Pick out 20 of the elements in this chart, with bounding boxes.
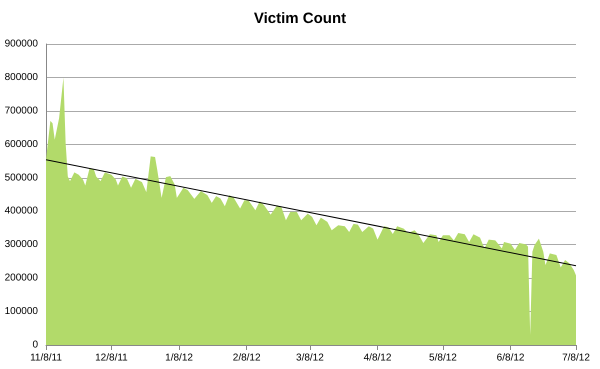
y-tick-label: 500000 bbox=[4, 172, 38, 184]
x-tick-label: 3/8/12 bbox=[296, 352, 324, 364]
chart-title: Victim Count bbox=[254, 10, 346, 27]
y-tick-label: 300000 bbox=[4, 239, 38, 250]
y-tick-label: 200000 bbox=[4, 272, 38, 284]
x-tick-label: 5/8/12 bbox=[429, 352, 458, 364]
x-tick-label: 12/8/11 bbox=[95, 352, 128, 364]
y-tick-label: 800000 bbox=[4, 72, 38, 83]
x-tick-label: 1/8/12 bbox=[165, 352, 194, 364]
y-tick-label: 100000 bbox=[4, 306, 38, 318]
x-tick-label: 4/8/12 bbox=[364, 352, 392, 364]
y-tick-label: 700000 bbox=[4, 105, 38, 116]
y-tick-label: 0 bbox=[32, 340, 38, 350]
y-tick-label: 400000 bbox=[4, 206, 38, 217]
x-tick-label: 2/8/12 bbox=[232, 352, 261, 364]
x-tick-label: 7/8/12 bbox=[562, 352, 590, 364]
y-tick-label: 900000 bbox=[4, 38, 38, 50]
y-tick-label: 600000 bbox=[4, 138, 38, 150]
x-tick-label: 11/8/11 bbox=[30, 352, 62, 364]
x-tick-label: 6/8/12 bbox=[496, 352, 525, 364]
